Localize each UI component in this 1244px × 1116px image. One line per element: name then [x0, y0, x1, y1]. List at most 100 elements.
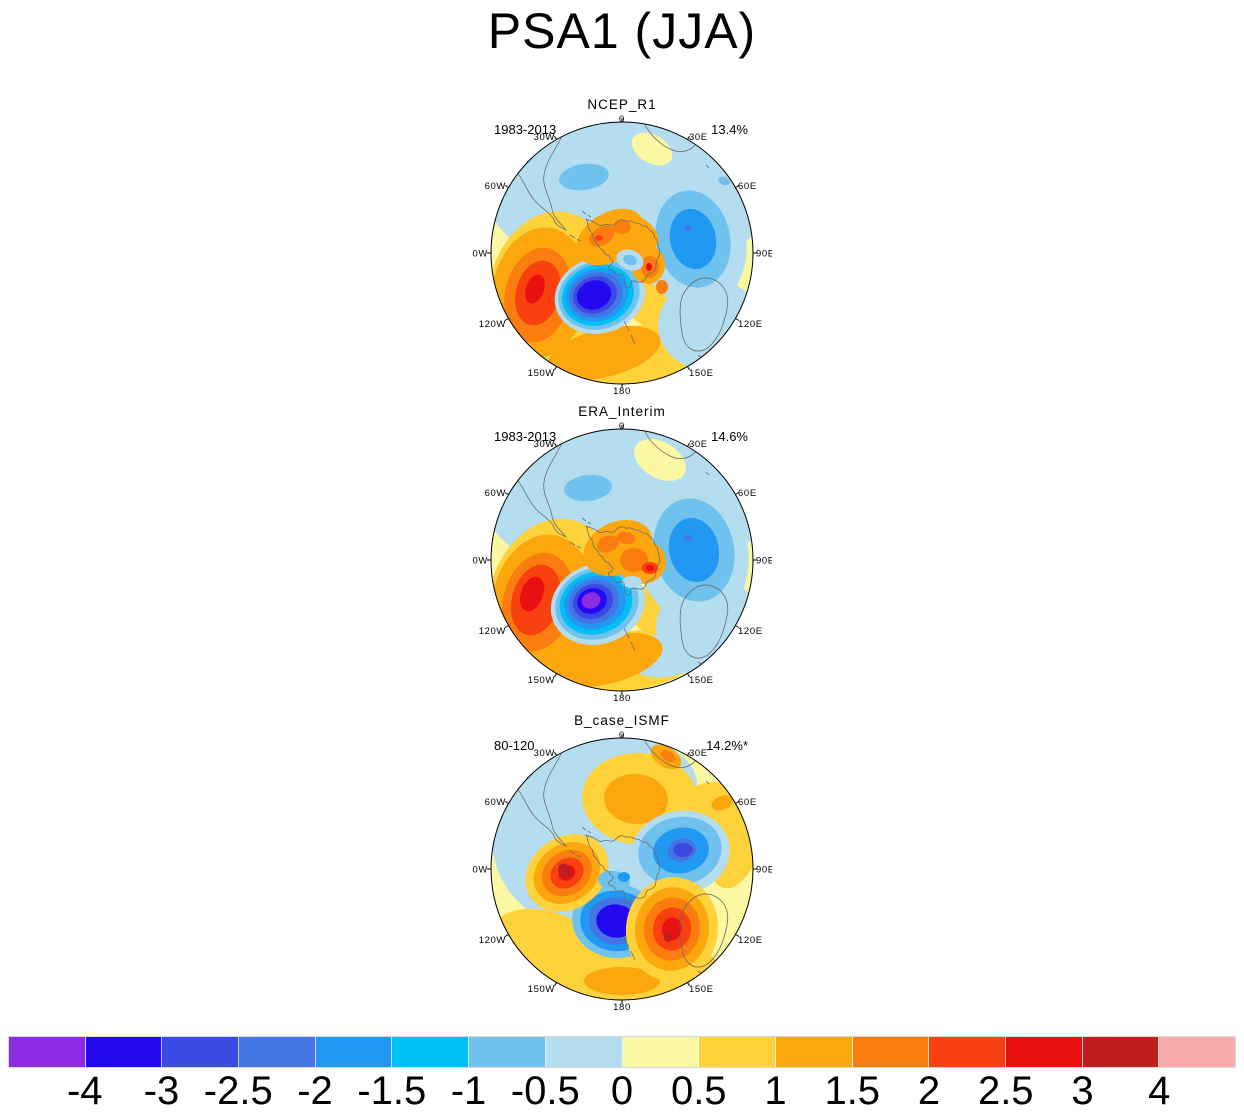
contour-ring: [684, 535, 692, 541]
longitude-tick-label: 180: [613, 693, 631, 704]
longitude-tick-label: 120W: [479, 935, 506, 946]
contour-ring: [519, 576, 545, 612]
colorbar-segment: [1082, 1037, 1160, 1067]
longitude-tick-label: 0: [619, 114, 625, 125]
colorbar-segment: [1005, 1037, 1083, 1067]
longitude-tick-label: 30W: [534, 439, 555, 450]
longitude-tick-label: 30E: [689, 748, 708, 759]
contour-ring: [597, 535, 619, 553]
longitude-tick: [554, 751, 557, 756]
coastline: [581, 517, 592, 525]
coastline: [705, 164, 710, 169]
colorbar-tick-label: -4: [66, 1069, 103, 1113]
map-panel-b-case-ismf: B_case_ISMF 80-120 14.2%* 0 30E 60E 90E 120E…: [452, 709, 792, 1031]
anomaly-field: [491, 738, 753, 1000]
colorbar-segment: [392, 1037, 470, 1067]
contour-ring: [646, 263, 652, 271]
longitude-tick: [687, 751, 690, 756]
colorbar-tick-label: 3: [1071, 1069, 1094, 1113]
period-label: 1983-2013: [494, 122, 557, 137]
colorbar-tick-label: -2: [297, 1069, 333, 1113]
longitude-tick: [504, 625, 509, 628]
longitude-tick-label: 90E: [756, 249, 772, 260]
colorbar-segment: [162, 1037, 240, 1067]
contour-ring: [559, 163, 609, 191]
longitude-tick: [687, 442, 690, 447]
panel-title: NCEP_R1: [587, 97, 657, 112]
longitude-tick-label: 60E: [738, 488, 757, 499]
contour-ring: [631, 132, 673, 166]
contour-ring: [618, 872, 630, 882]
longitude-tick-label: 0: [619, 730, 625, 741]
longitude-tick-label: 120E: [738, 935, 763, 946]
longitude-tick-label: 30E: [689, 439, 708, 450]
contour-ring: [584, 967, 660, 995]
longitude-tick: [554, 135, 557, 140]
longitude-tick-label: 120W: [479, 626, 506, 637]
longitude-tick: [687, 135, 690, 140]
colorbar-segment: [9, 1037, 86, 1067]
colorbar-segment: [852, 1037, 930, 1067]
coastline: [569, 234, 582, 242]
colorbar-tick-label: -1: [450, 1069, 487, 1113]
coastline: [623, 936, 636, 961]
longitude-tick: [554, 366, 557, 371]
contour-ring: [711, 795, 733, 811]
polar-stereographic-map: 0 30E 60E 90E 120E 150E 180 150W 120W 90W 60W 30W: [472, 421, 772, 704]
longitude-tick-label: 180: [613, 1002, 631, 1013]
period-label: 1983-2013: [494, 429, 557, 444]
longitude-tick-label: 90W: [472, 249, 488, 260]
colorbar-segment: [315, 1037, 393, 1067]
contour-ring: [668, 518, 720, 582]
longitude-tick-label: 0: [619, 421, 625, 432]
contour-ring: [525, 274, 545, 304]
longitude-tick-label: 120E: [738, 626, 763, 637]
contour-ring: [623, 254, 637, 266]
colorbar-tick-label: -0.5: [510, 1069, 580, 1113]
longitude-tick-label: 60W: [485, 797, 506, 808]
colorbar-segment: [929, 1037, 1006, 1067]
contour-ring: [656, 280, 668, 294]
coastline: [585, 525, 661, 596]
longitude-tick: [687, 982, 690, 987]
longitude-tick-label: 150E: [689, 675, 714, 686]
longitude-tick-label: 30E: [689, 132, 708, 143]
contour-ring: [718, 176, 730, 186]
coastline: [705, 471, 710, 476]
colorbar-tick-label: 2.5: [977, 1069, 1034, 1113]
contour-ring: [576, 280, 612, 310]
coastline: [679, 584, 729, 659]
coastline: [585, 218, 661, 289]
colorbar-tick-label: 4: [1148, 1069, 1171, 1113]
longitude-tick: [735, 185, 740, 188]
longitude-tick-label: 60E: [738, 797, 757, 808]
anomaly-field: [491, 429, 753, 691]
map-panel-era-interim: ERA_Interim 1983-2013 14.6% 0 30E 60E 90E 12…: [452, 400, 792, 722]
longitude-tick-label: 30W: [534, 748, 555, 759]
longitude-tick: [504, 934, 509, 937]
contour-ring: [617, 531, 635, 545]
longitude-tick-label: 180: [613, 386, 631, 397]
longitude-tick: [554, 442, 557, 447]
colorbar-tick-label: -2.5: [203, 1069, 273, 1113]
longitude-tick-label: 90W: [472, 865, 488, 876]
contour-ring: [613, 220, 631, 234]
colorbar-segment: [622, 1037, 700, 1067]
coastline: [585, 834, 661, 905]
variance-label: 14.2%*: [706, 738, 748, 753]
colorbar-tick-label: -1.5: [357, 1069, 427, 1113]
map-panel-ncep-r1: NCEP_R1 1983-2013 13.4% 0 30E 60E 90E 120E 15…: [452, 93, 792, 415]
longitude-tick-label: 60E: [738, 181, 757, 192]
coastline: [569, 850, 582, 858]
longitude-tick-label: 150E: [689, 984, 714, 995]
panel-title: B_case_ISMF: [574, 713, 670, 728]
longitude-tick: [504, 801, 509, 804]
longitude-tick-label: 150W: [528, 984, 555, 995]
colorbar-segment: [545, 1037, 623, 1067]
longitude-tick: [504, 185, 509, 188]
longitude-tick-label: 60W: [485, 181, 506, 192]
longitude-tick: [504, 492, 509, 495]
contour-ring: [596, 904, 636, 938]
longitude-tick-label: 150E: [689, 368, 714, 379]
colorbar-tick-label: 0.5: [670, 1069, 727, 1113]
